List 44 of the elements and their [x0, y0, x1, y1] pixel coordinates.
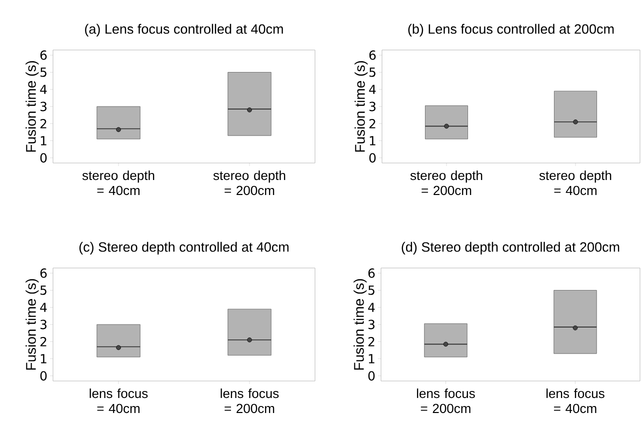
y-tick-label: 5: [40, 68, 46, 77]
y-tick-label: 5: [368, 286, 374, 295]
y-tick-label: 6: [40, 50, 47, 60]
y-tick-label: 4: [40, 302, 47, 312]
y-tick-label: 4: [368, 302, 375, 312]
y-tick-label: 3: [40, 102, 46, 112]
x-tick-label: stereo depth = 40cm: [539, 170, 612, 196]
y-tick-label: 5: [369, 68, 376, 77]
y-tick-label: 6: [369, 50, 376, 60]
y-tick-label: 0: [40, 371, 47, 381]
y-tick-label: 4: [369, 84, 376, 94]
y-tick-label: 0: [369, 153, 376, 163]
y-tick-label: 6: [40, 268, 47, 278]
x-tick-label: lens focus = 40cm: [90, 388, 148, 414]
y-tick-label: 1: [368, 354, 374, 364]
x-tick-label: lens focus = 200cm: [417, 388, 475, 414]
chart-title: (a) Lens focus controlled at 40cm: [85, 24, 283, 36]
y-tick-label: 3: [369, 102, 376, 112]
y-tick-label: 1: [40, 354, 46, 364]
y-tick-label: 0: [40, 153, 47, 163]
y-tick-label: 2: [40, 118, 46, 128]
y-tick-label: 4: [40, 84, 47, 94]
y-axis-title: Fusion time (s): [354, 61, 368, 152]
y-tick-label: 0: [368, 371, 375, 381]
y-tick-label: 3: [368, 320, 374, 330]
x-tick-label: stereo depth = 40cm: [82, 170, 154, 196]
y-tick-label: 3: [40, 320, 46, 330]
y-tick-label: 6: [368, 268, 375, 278]
chart-title: (b) Lens focus controlled at 200cm: [408, 24, 614, 36]
y-tick-label: 2: [40, 336, 46, 346]
y-tick-label: 2: [369, 118, 376, 128]
y-tick-label: 5: [40, 286, 46, 295]
x-tick-label: stereo depth = 200cm: [213, 170, 286, 196]
y-tick-label: 1: [40, 136, 46, 146]
y-tick-label: 2: [368, 336, 374, 346]
chart-title: (c) Stereo depth controlled at 40cm: [79, 242, 289, 254]
y-tick-label: 1: [370, 136, 376, 146]
y-axis-title: Fusion time (s): [26, 61, 39, 152]
y-axis-title: Fusion time (s): [354, 279, 367, 370]
x-tick-label: stereo depth = 200cm: [410, 170, 482, 196]
x-tick-label: lens focus = 40cm: [546, 388, 604, 414]
x-tick-label: lens focus = 200cm: [220, 388, 279, 414]
y-axis-title: Fusion time (s): [26, 279, 39, 370]
chart-title: (d) Stereo depth controlled at 200cm: [402, 242, 620, 254]
